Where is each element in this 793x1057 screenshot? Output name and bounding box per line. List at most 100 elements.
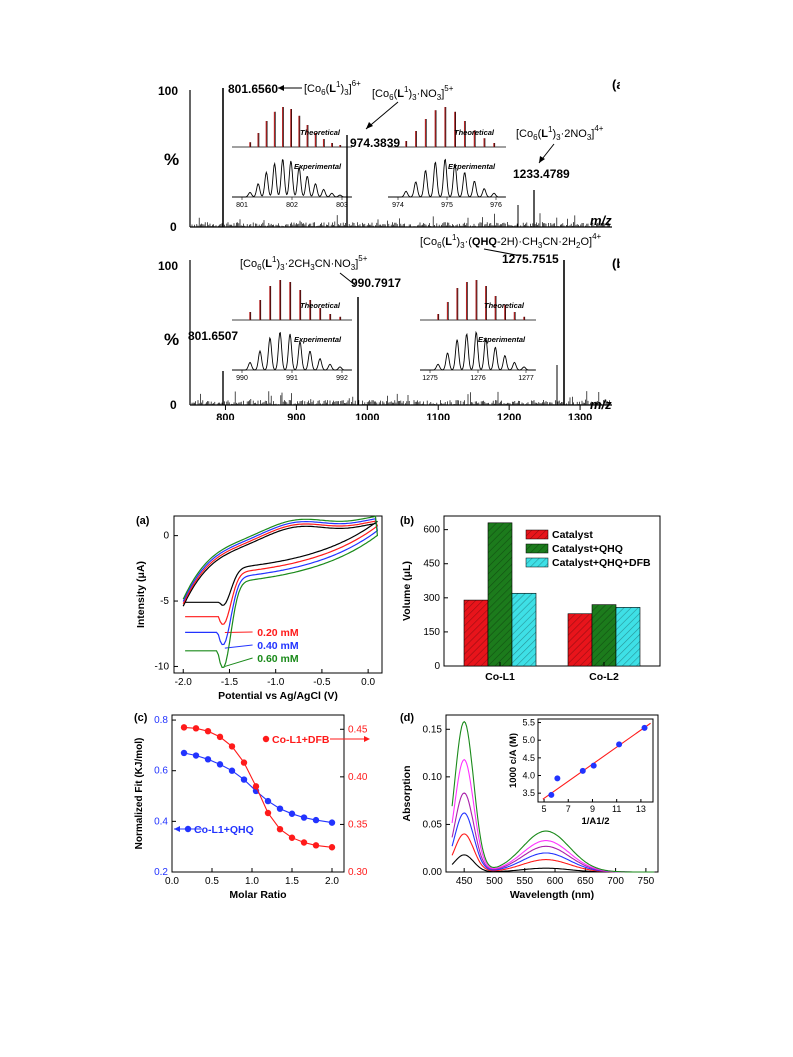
cv-curve: [182, 520, 378, 607]
bar-legend-swatch: [525, 557, 549, 568]
ms-x-tick-label: 1000: [355, 412, 379, 420]
inset-frame: [537, 718, 654, 803]
fit-legend-arrowhead: [364, 736, 370, 742]
ms-a-peak3-arrowhead: [539, 156, 545, 163]
ms-a-peak2-arrowhead: [366, 122, 373, 129]
inset-point: [641, 724, 648, 731]
abs-plot-frame: [445, 714, 659, 873]
cv-panel-label: (a): [136, 515, 150, 527]
bar-legend-label: Catalyst+QHQ+DFB: [552, 557, 651, 569]
abs-x-tick-label: 450: [456, 876, 473, 887]
inset-theoretical-label: Theoretical: [454, 128, 495, 137]
ms-a-peak3-value: 1233.4789: [513, 167, 570, 181]
abs-y-tick-label: 0.05: [423, 819, 443, 830]
bar-catalyst-qhq-dfb-co-l1: [511, 592, 537, 667]
fit-point: [312, 816, 320, 824]
fit-legend-arrowhead: [174, 826, 180, 832]
abs-x-tick-label: 750: [638, 876, 655, 887]
inset-point: [554, 775, 561, 782]
fit-yl-tick-label: 0.2: [154, 867, 168, 878]
volume-bar-chart: (b) 0 150 300 450 600 Volume (μL) Co-L1 Co-L2 Cat…: [400, 515, 661, 683]
inset-x-tick-label: 13: [636, 804, 646, 814]
fit-point: [216, 761, 224, 768]
inset-point: [548, 791, 555, 798]
inset-experimental-label: Experimental: [294, 335, 342, 344]
cv-x-tick-label: -1.0: [267, 677, 285, 688]
inset-tick-label: 801: [236, 202, 248, 209]
ms-a-peak1-arrowhead: [278, 85, 284, 91]
cv-curve: [182, 518, 379, 646]
inset-point: [590, 762, 597, 769]
cv-x-tick-label: 0.0: [361, 677, 375, 688]
fit-panel-label: (c): [134, 712, 148, 724]
cv-legend-arrow: [224, 644, 253, 649]
fit-ylabel: Normalized Fit (KJ/mol): [134, 738, 145, 850]
fit-point: [252, 783, 260, 790]
cv-xlabel: Potential vs Ag/AgCl (V): [218, 690, 338, 702]
ms-panel-a: 100 0 % (a) m/z 801.6560 [Co6(L1)3]6+ [C…: [158, 77, 620, 234]
fit-point: [288, 810, 296, 817]
cv-x-tick-label: -1.5: [221, 677, 239, 688]
experimental-profile: [232, 331, 352, 371]
abs-x-tick-label: 600: [547, 876, 564, 887]
inset-tick-label: 1277: [518, 375, 534, 382]
cv-y-tick-label: -5: [160, 596, 169, 607]
fit-x-tick-label: 2.0: [325, 876, 339, 887]
ms-b-ylabel: %: [164, 330, 179, 349]
fit-plot-frame: [171, 714, 345, 873]
ms-a-peak1-value: 801.6560: [228, 82, 278, 96]
ms-b-ytick-0: 0: [170, 398, 177, 412]
ms-a-peak2-value: 974.3839: [350, 136, 400, 150]
ms-x-tick-label: 800: [216, 412, 234, 420]
ms-b-peak1-value: 801.6507: [188, 329, 238, 343]
cv-legend-label: 0.40 mM: [257, 640, 299, 652]
ms-a-peak1-ion: [Co6(L1)3]6+: [304, 79, 361, 97]
inset-tick-label: 803: [336, 202, 348, 209]
ms-a-panel-label: (a): [612, 77, 620, 92]
fit-yl-tick-label: 0.8: [154, 715, 168, 726]
bar-catalyst-qhq-co-l1: [487, 522, 513, 667]
bar-legend-swatch: [525, 529, 549, 540]
abs-panel-label: (d): [400, 712, 414, 724]
bar-y-tick-label: 450: [423, 559, 440, 570]
inset-tick-label: 1275: [422, 375, 438, 382]
inset-point: [616, 741, 623, 748]
normalized-fit-chart: (c) 0.0 0.5 1.0 1.5 2.0 0.2 0.4 0.6 0.8 0.30 0.35 0.…: [134, 712, 370, 901]
bar-category-label: Co-L2: [589, 671, 619, 683]
abs-y-tick-label: 0.15: [423, 724, 443, 735]
inset-x-tick-label: 5: [542, 804, 547, 814]
fit-point: [288, 834, 296, 841]
inset-tick-label: 991: [286, 375, 298, 382]
cv-plot-frame: [173, 515, 383, 674]
fit-xlabel: Molar Ratio: [229, 889, 286, 901]
abs-x-tick-label: 550: [516, 876, 533, 887]
inset-y-tick-label: 4.0: [522, 771, 535, 781]
ms-x-tick-label: 900: [287, 412, 305, 420]
cv-legend-arrow: [224, 657, 253, 667]
inset-ylabel: 1000 c/A (M): [508, 733, 519, 788]
inset-experimental-label: Experimental: [448, 162, 496, 171]
ms-a-peak3-ion: [Co6(L1)3·2NO3]4+: [516, 124, 604, 142]
fit-x-tick-label: 0.5: [205, 876, 219, 887]
ms-b-ytick-100: 100: [158, 259, 178, 273]
cv-x-tick-label: -2.0: [175, 677, 193, 688]
cv-legend-label: 0.20 mM: [257, 627, 299, 639]
ms-panel-b: 100 0 % (b) m/z 801.6507 [Co6(L1)3·2CH3C…: [158, 232, 620, 420]
ms-b-peak3-value: 1275.7515: [502, 252, 559, 266]
ms-a-ytick-100: 100: [158, 84, 178, 98]
inset-tick-label: 1276: [470, 375, 486, 382]
ms-a-xlabel: m/z: [590, 213, 612, 228]
ms-a-ytick-0: 0: [170, 220, 177, 234]
fit-point: [328, 844, 336, 851]
cv-y-tick-label: 0: [163, 531, 169, 542]
cv-curve: [182, 515, 379, 669]
inset-y-tick-label: 5.0: [522, 735, 535, 745]
fit-point: [216, 733, 224, 741]
experimental-profile: [388, 158, 506, 198]
abs-y-tick-label: 0.00: [423, 867, 443, 878]
bar-y-tick-label: 0: [434, 661, 440, 672]
inset-experimental-label: Experimental: [478, 335, 526, 344]
bar-catalyst-co-l1: [463, 599, 489, 667]
abs-ylabel: Absorption: [401, 766, 413, 822]
fit-point: [276, 825, 284, 833]
